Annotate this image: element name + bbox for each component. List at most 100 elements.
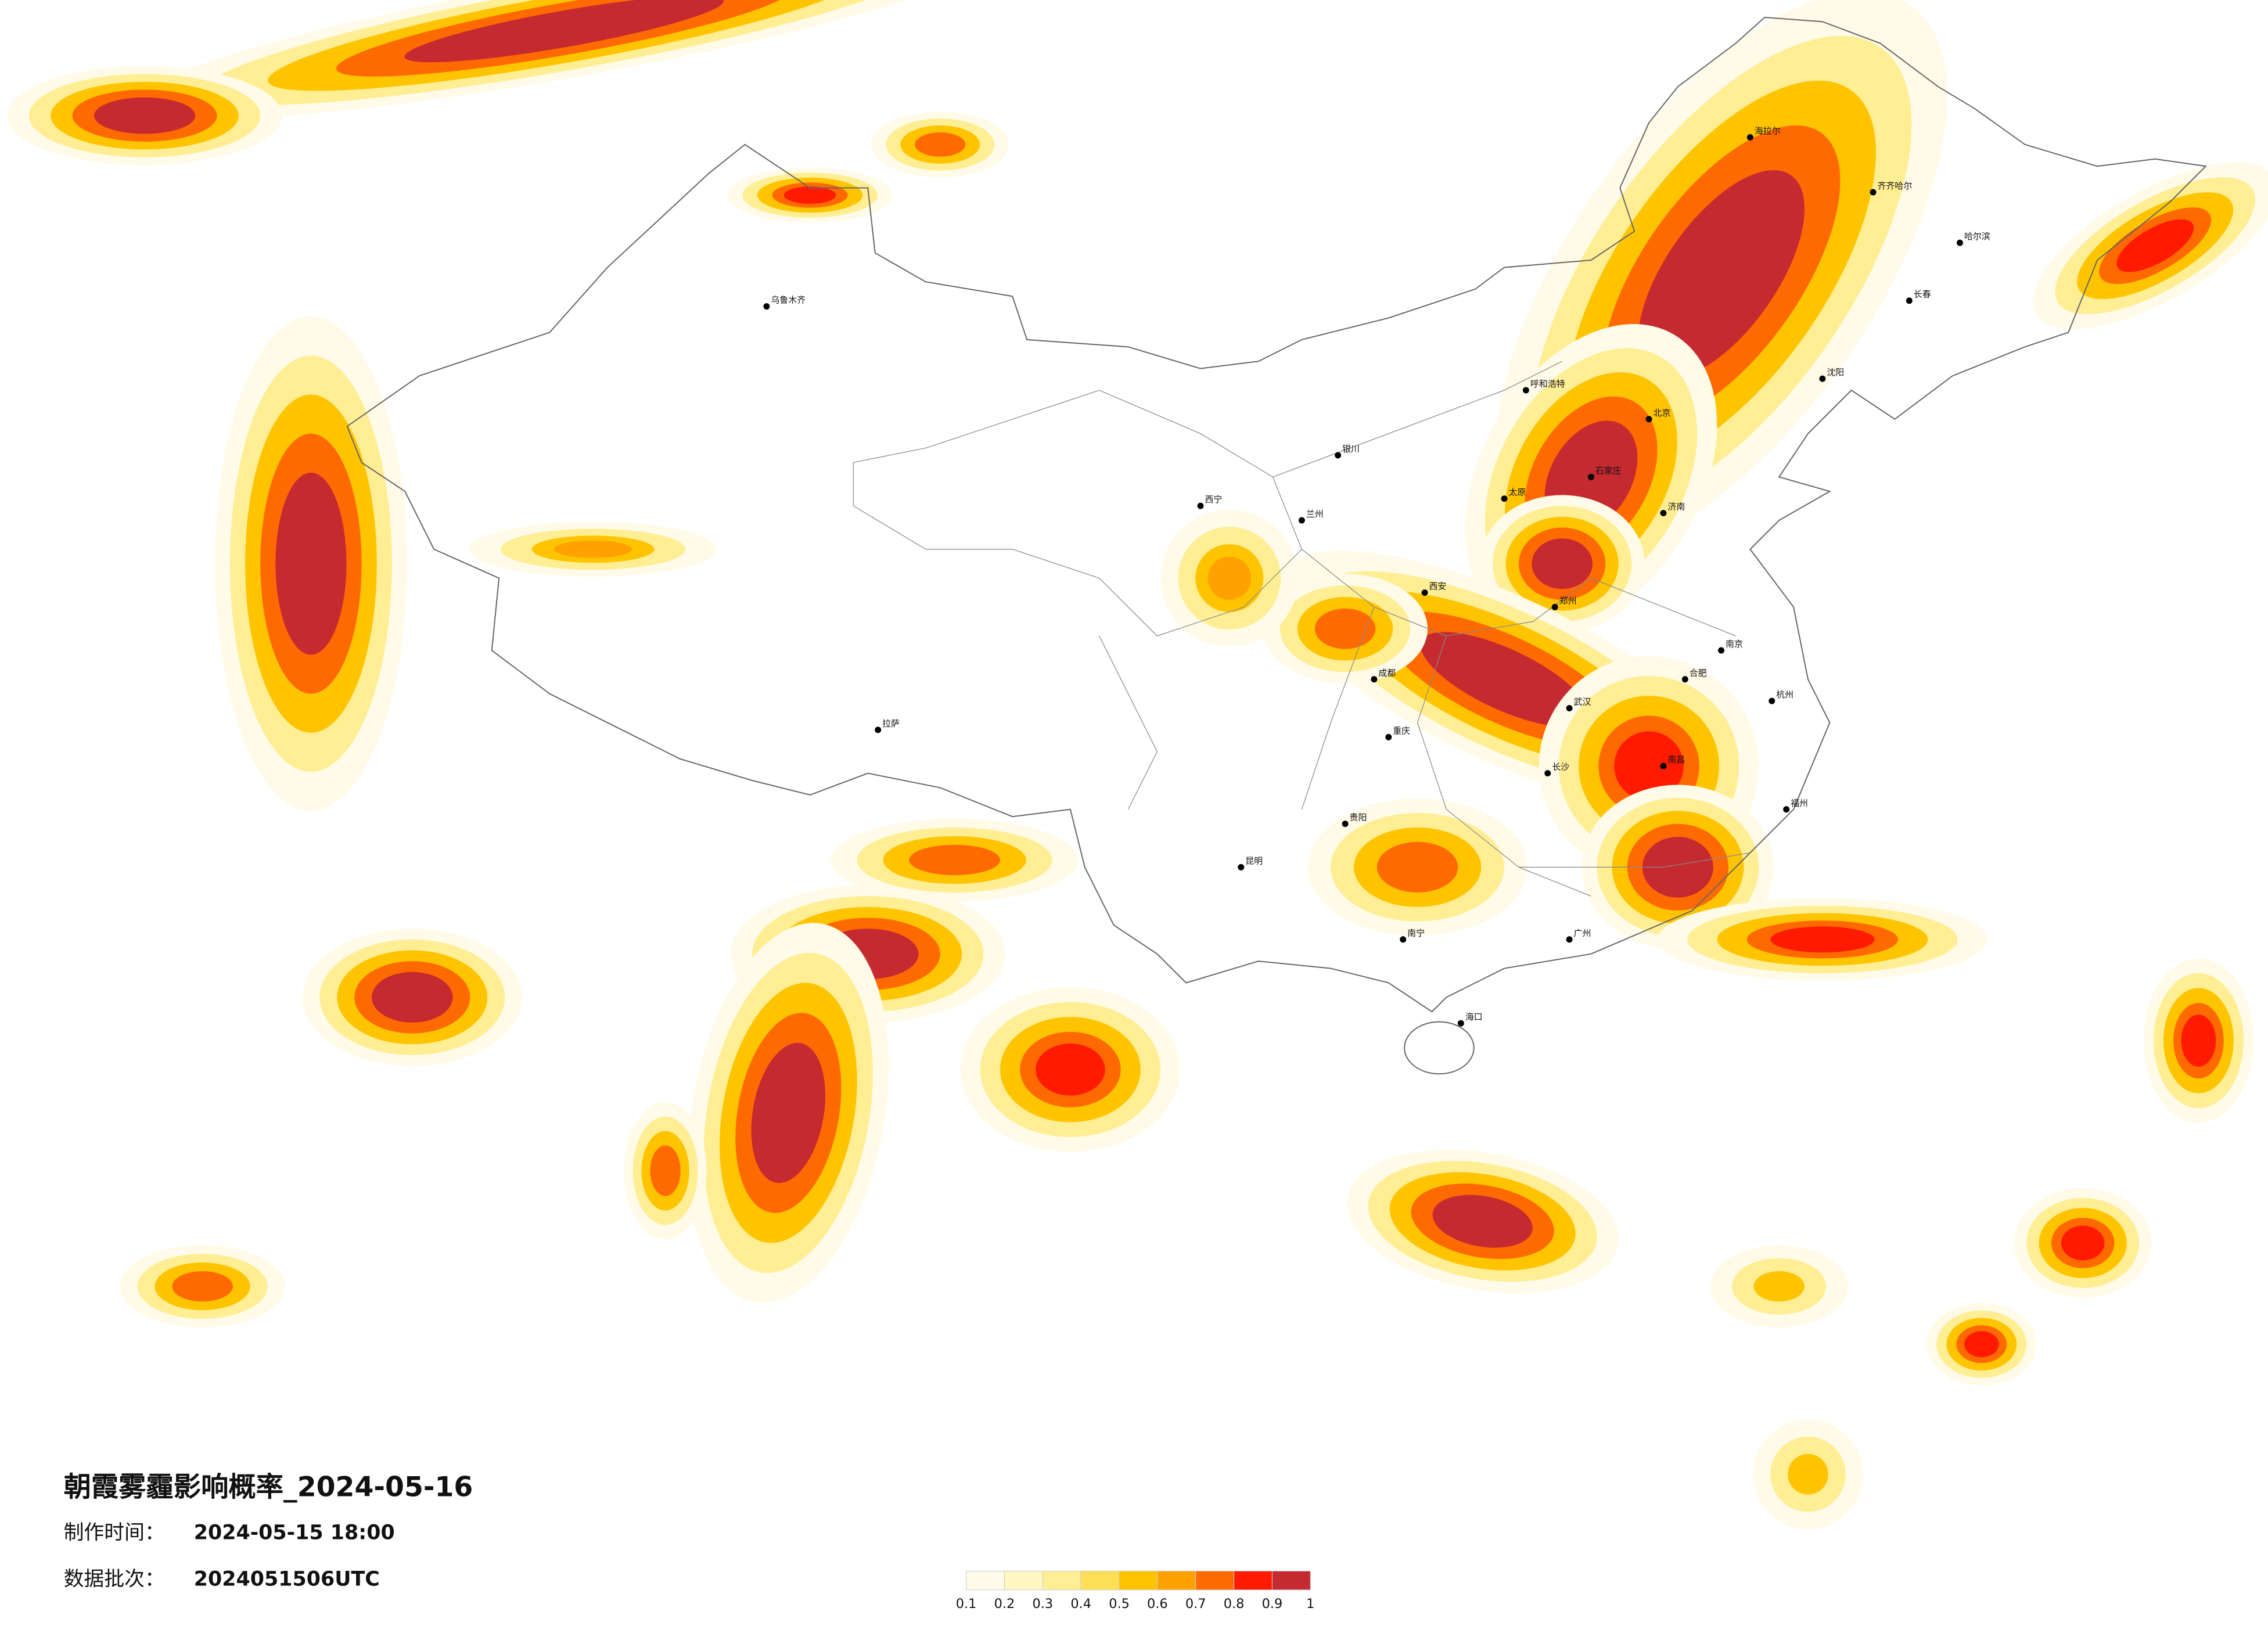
probability-area [1207, 556, 1252, 600]
map-title: 朝霞雾霾影响概率_2024-05-16 [64, 1472, 473, 1503]
probability-area [1770, 926, 1875, 953]
city-label: 兰州 [1306, 509, 1324, 519]
city-dot [1371, 676, 1378, 683]
city-dot [1298, 517, 1305, 524]
city-label: 海拉尔 [1755, 125, 1781, 136]
legend-swatch [1195, 1570, 1235, 1591]
legend-swatch [1080, 1570, 1120, 1591]
city-dot [1551, 603, 1558, 610]
info-value: 2024051506UTC [194, 1567, 380, 1591]
probability-area [918, 134, 962, 155]
city-dot [763, 303, 770, 310]
city-label: 杭州 [1776, 689, 1793, 700]
probability-area [2116, 219, 2194, 272]
probability-area [1649, 185, 1793, 365]
info-label: 数据批次： [64, 1567, 165, 1591]
city-label: 长春 [1914, 289, 1931, 300]
city-label: 银川 [1342, 444, 1360, 454]
probability-area [377, 976, 447, 1019]
legend-tick-label: 0.2 [994, 1596, 1015, 1611]
city-dot [1746, 134, 1753, 141]
city-dot [1335, 452, 1342, 459]
probability-area [1647, 841, 1709, 894]
probability-area [915, 847, 994, 873]
city-label: 武汉 [1574, 697, 1591, 707]
city-label: 成都 [1378, 668, 1396, 678]
city-dot [1587, 473, 1594, 480]
city-dot [1457, 1020, 1464, 1027]
probability-area [1757, 1273, 1801, 1300]
probability-area [281, 485, 342, 642]
city-label: 福州 [1791, 798, 1808, 808]
city-dot [1870, 189, 1877, 196]
city-dot [1681, 676, 1688, 683]
probability-area [2181, 1015, 2216, 1067]
city-dot [1769, 697, 1775, 704]
city-label: 海口 [1465, 1012, 1483, 1022]
legend-tick-label: 0.1 [956, 1596, 977, 1611]
legend-swatch [1157, 1570, 1196, 1591]
city-label: 乌鲁木齐 [771, 295, 806, 305]
city-dot [1400, 936, 1407, 943]
city-dot [1566, 705, 1573, 712]
city-label: 郑州 [1559, 595, 1577, 606]
city-label: 南昌 [1667, 754, 1685, 765]
probability-area [1432, 638, 1576, 720]
city-dot [1197, 502, 1204, 509]
probability-area [1614, 731, 1684, 801]
city-dot [875, 726, 882, 733]
city-label: 西安 [1429, 581, 1447, 591]
probability-area [176, 1273, 229, 1300]
city-label: 合肥 [1690, 668, 1707, 678]
probability-area [1791, 1456, 1825, 1492]
legend-swatch [1004, 1570, 1043, 1591]
city-label: 石家庄 [1595, 465, 1622, 476]
probability-area [756, 1053, 820, 1173]
city-dot [1783, 806, 1790, 813]
china-border [346, 16, 2207, 1013]
probability-area [1536, 542, 1588, 586]
city-label: 拉萨 [882, 718, 900, 729]
hainan-border [1404, 1021, 1475, 1075]
probability-area [2061, 1225, 2105, 1261]
city-dot [1819, 375, 1826, 382]
probability-area [427, 0, 701, 57]
city-dot [1385, 733, 1392, 740]
city-dot [1957, 239, 1963, 246]
legend-tick-label: 0.5 [1109, 1596, 1130, 1611]
legend-tick-label: 0.7 [1185, 1596, 1206, 1611]
city-label: 呼和浩特 [1530, 379, 1565, 389]
city-label: 太原 [1508, 487, 1526, 498]
city-label: 西宁 [1205, 494, 1223, 505]
legend-tick-label: 0.8 [1224, 1596, 1245, 1611]
city-dot [1544, 770, 1551, 777]
city-dot [1342, 821, 1349, 828]
legend-tick-label: 0.4 [1070, 1596, 1091, 1611]
info-value: 2024-05-15 18:00 [194, 1521, 395, 1545]
legend-tick-label: 1 [1306, 1596, 1314, 1611]
probability-area [652, 1149, 678, 1193]
city-dot [1906, 297, 1913, 304]
city-dot [1238, 864, 1245, 870]
city-label: 昆明 [1245, 855, 1263, 866]
probability-areas [7, 0, 2268, 1530]
city-dot [1660, 510, 1667, 517]
probability-area [1964, 1331, 1999, 1358]
legend-swatch [966, 1570, 1005, 1591]
legend: 0.1 0.2 0.3 0.4 0.5 0.6 0.7 0.8 0.9 1 [956, 1570, 1314, 1611]
city-label: 齐齐哈尔 [1878, 181, 1913, 191]
legend-tick-label: 0.6 [1147, 1596, 1168, 1611]
city-dot [1522, 387, 1529, 394]
city-dot [1660, 762, 1667, 769]
city-label: 贵阳 [1350, 812, 1367, 823]
probability-area [1036, 1043, 1105, 1096]
city-dot [1645, 416, 1652, 423]
probability-area [553, 540, 632, 558]
legend-swatch [1042, 1570, 1081, 1591]
city-dot [1718, 647, 1725, 654]
probability-area [783, 186, 836, 204]
city-dot [1566, 936, 1573, 943]
probability-field [7, 0, 2268, 1530]
city-label: 南宁 [1407, 928, 1425, 938]
